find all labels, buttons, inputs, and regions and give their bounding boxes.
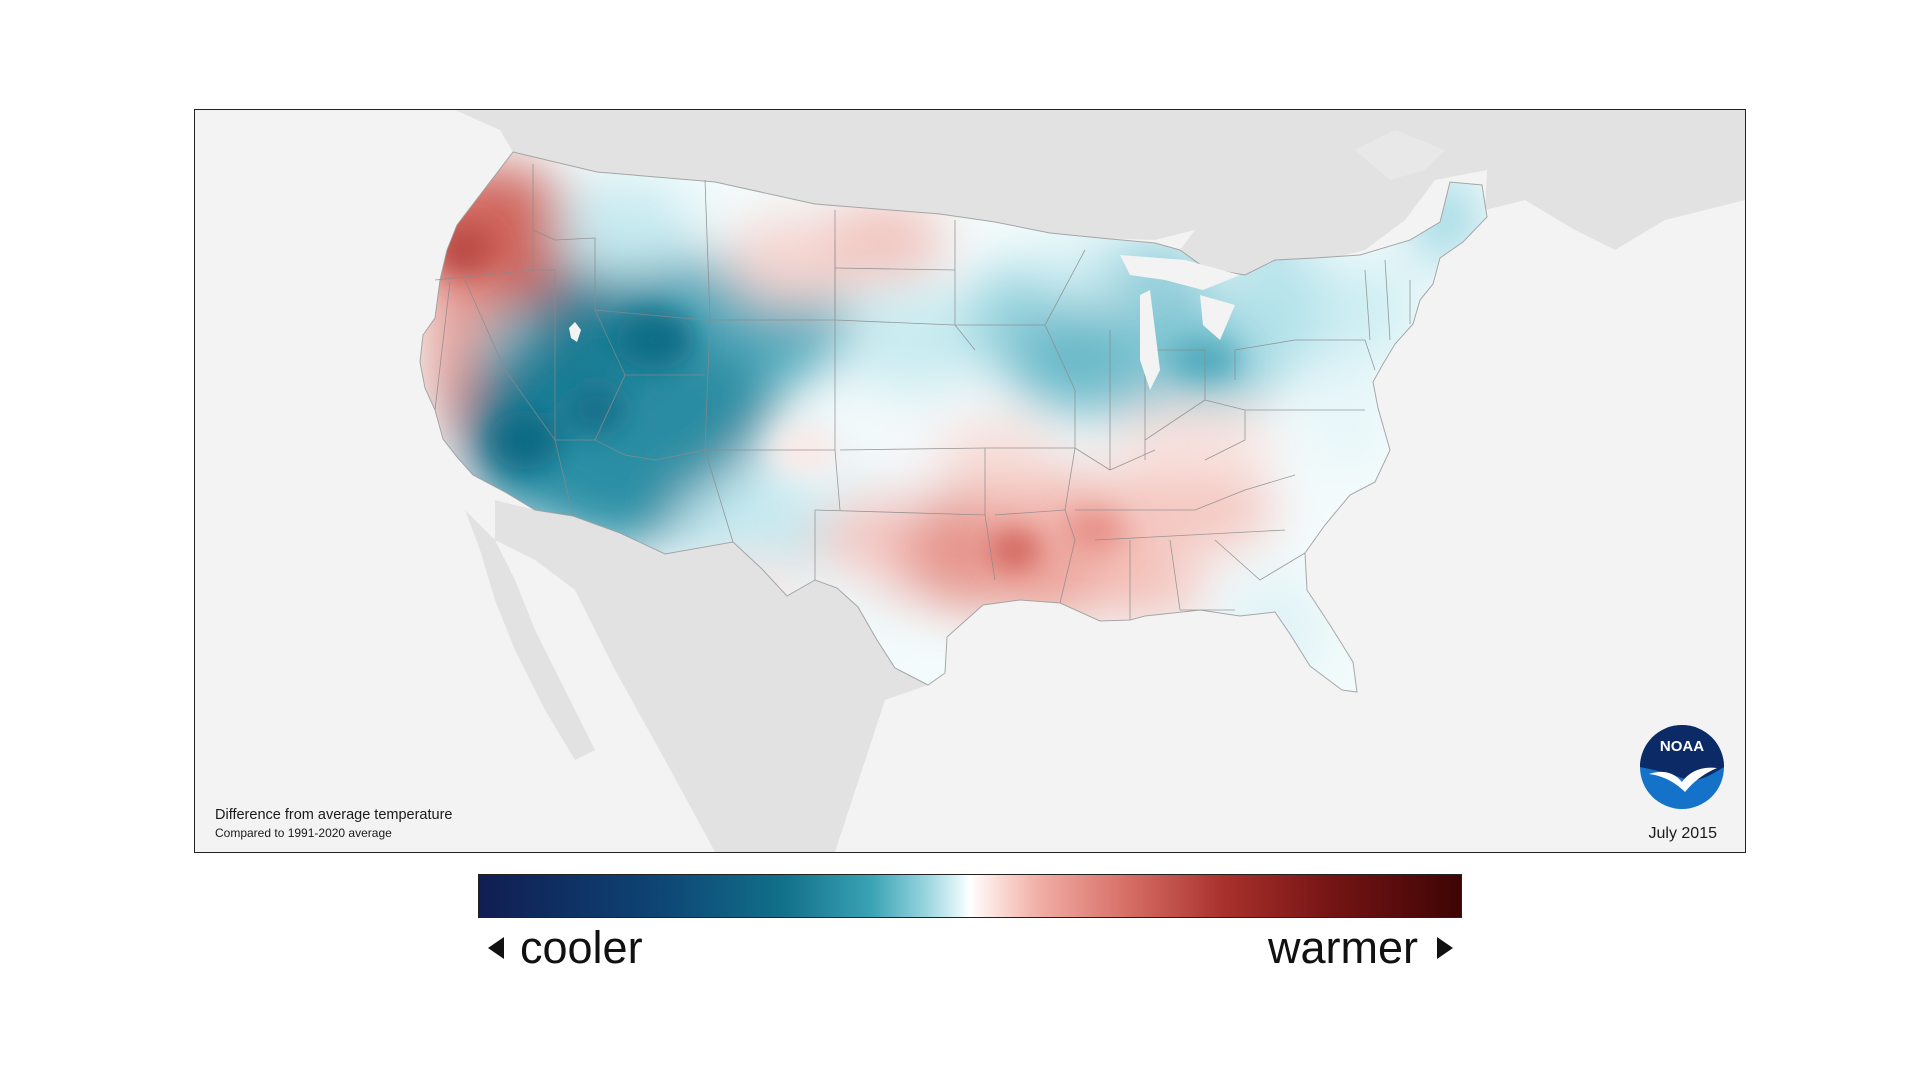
lake-superior	[1120, 255, 1240, 290]
map-canvas	[419, 110, 1745, 852]
arrow-left-icon	[488, 937, 504, 959]
great-salt-lake	[569, 322, 581, 342]
neighbor-land	[455, 110, 1745, 852]
map-caption-subtitle: Compared to 1991-2020 average	[215, 826, 392, 840]
noaa-logo: NOAA	[1640, 725, 1724, 809]
legend-cooler-label: cooler	[520, 922, 643, 973]
lake-michigan	[1140, 290, 1160, 390]
temperature-anomaly-map: Difference from average temperature Comp…	[194, 109, 1746, 853]
state-borders	[419, 151, 1488, 693]
lake-huron	[1200, 295, 1235, 340]
legend-warmer-label: warmer	[1268, 922, 1419, 973]
map-date: July 2015	[1648, 825, 1718, 842]
temperature-colorbar	[478, 874, 1462, 918]
noaa-logo-text: NOAA	[1660, 738, 1704, 755]
map-caption-title: Difference from average temperature	[215, 807, 453, 823]
arrow-right-icon	[1437, 937, 1453, 959]
